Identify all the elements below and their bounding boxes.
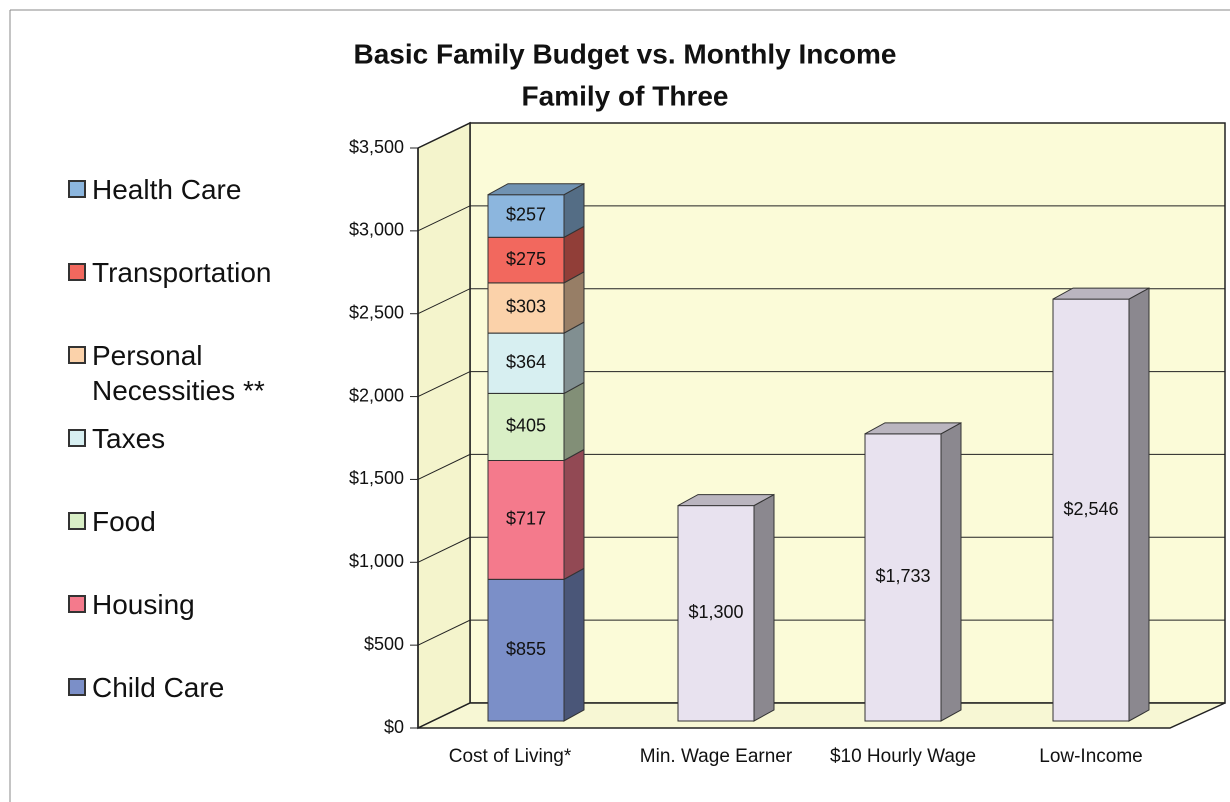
legend-label: Taxes bbox=[92, 423, 166, 454]
data-label: $405 bbox=[506, 416, 546, 436]
bar-top bbox=[677, 494, 775, 507]
legend-item: Taxes bbox=[68, 421, 308, 456]
bar-side bbox=[1128, 287, 1150, 722]
y-tick-label: $2,000 bbox=[349, 385, 404, 405]
legend-item: Health Care bbox=[68, 172, 308, 207]
x-tick-label: Min. Wage Earner bbox=[640, 746, 793, 767]
legend-swatch bbox=[68, 429, 86, 447]
legend-label: Health Care bbox=[92, 174, 242, 205]
grid-line bbox=[417, 453, 1225, 480]
grid-line bbox=[417, 205, 1225, 232]
legend-item: Transportation bbox=[68, 255, 308, 290]
data-label: $275 bbox=[506, 249, 546, 269]
legend-item: Personal Necessities ** bbox=[68, 338, 308, 408]
data-label: $2,546 bbox=[1063, 499, 1118, 519]
legend-item: Food bbox=[68, 504, 308, 539]
y-tick-label: $500 bbox=[364, 634, 404, 654]
bar-side bbox=[563, 448, 585, 581]
chart-title: Basic Family Budget vs. Monthly Income bbox=[353, 38, 896, 69]
data-label: $717 bbox=[506, 509, 546, 529]
bar-top bbox=[1052, 287, 1150, 300]
data-label: $257 bbox=[506, 205, 546, 225]
grid-line bbox=[417, 536, 1225, 563]
legend-label: Transportation bbox=[92, 257, 272, 288]
bar-side bbox=[940, 421, 962, 722]
legend-label: Food bbox=[92, 506, 156, 537]
bar-segment bbox=[487, 194, 565, 238]
data-label: $1,733 bbox=[875, 566, 930, 586]
bar-top bbox=[487, 183, 585, 196]
y-tick-label: $1,000 bbox=[349, 551, 404, 571]
grid-line bbox=[417, 288, 1225, 315]
data-label: $364 bbox=[506, 352, 546, 372]
grid-line bbox=[417, 122, 1225, 149]
bar-side bbox=[563, 321, 585, 395]
chart-subtitle: Family of Three bbox=[522, 80, 729, 111]
bar-segment bbox=[487, 282, 565, 334]
bar-segment bbox=[864, 433, 942, 722]
bar-segment bbox=[487, 578, 565, 722]
y-tick-label: $3,500 bbox=[349, 137, 404, 157]
legend-swatch bbox=[68, 678, 86, 696]
side-wall bbox=[417, 121, 471, 730]
legend-swatch bbox=[68, 595, 86, 613]
x-tick-label: Low-Income bbox=[1039, 746, 1143, 767]
grid-line bbox=[417, 619, 1225, 646]
data-label: $855 bbox=[506, 639, 546, 659]
legend-swatch bbox=[68, 512, 86, 530]
bar-top bbox=[864, 422, 962, 435]
legend-label: Child Care bbox=[92, 672, 225, 703]
legend-swatch bbox=[68, 180, 86, 198]
y-tick-label: $3,000 bbox=[349, 220, 404, 240]
bar-side bbox=[563, 381, 585, 462]
legend-swatch bbox=[68, 263, 86, 281]
legend-label: Housing bbox=[92, 589, 195, 620]
data-label: $303 bbox=[506, 297, 546, 317]
bar-side bbox=[753, 493, 775, 722]
y-tick-label: $0 bbox=[384, 717, 404, 737]
bar-segment bbox=[677, 505, 755, 722]
bar-side bbox=[563, 567, 585, 722]
bar-segment bbox=[1052, 298, 1130, 722]
y-tick-label: $1,500 bbox=[349, 468, 404, 488]
bar-segment bbox=[487, 236, 565, 284]
legend-item: Housing bbox=[68, 587, 308, 622]
y-tick-label: $2,500 bbox=[349, 302, 404, 322]
x-tick-label: $10 Hourly Wage bbox=[830, 746, 976, 767]
bar-segment bbox=[487, 459, 565, 580]
legend-item: Child Care bbox=[68, 670, 308, 705]
data-label: $1,300 bbox=[688, 602, 743, 622]
grid-line bbox=[417, 371, 1225, 398]
x-tick-label: Cost of Living* bbox=[449, 746, 572, 767]
legend-label: Personal Necessities ** bbox=[92, 340, 265, 406]
grid-line bbox=[417, 702, 1225, 729]
legend-swatch bbox=[68, 346, 86, 364]
